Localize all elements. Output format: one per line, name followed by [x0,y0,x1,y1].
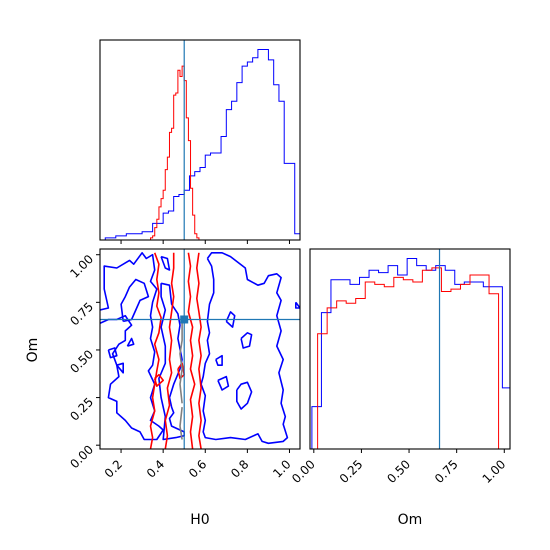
om-histogram-steps [311,258,511,450]
contour-series-0-level-10 [217,375,230,391]
contour-series-2-level-0 [179,319,183,404]
contour-series-0-level-13 [294,301,300,309]
om-y-tick-label: 0.00 [67,442,96,471]
contour-series-1-level-0 [149,252,162,449]
contour-series-0-level-6 [158,282,185,441]
contour-series-0-level-2 [126,337,135,347]
contour-frame [99,248,301,450]
contour-series-0-level-1 [120,278,150,323]
contour-truth-marker [180,315,189,324]
om-x-tick-label: 1.00 [480,457,509,486]
om-histogram-series-1 [311,267,505,450]
om-y-axis: 0.00 0.25 0.50 0.75 1.00 [67,252,100,471]
contour-series-1-level-2 [187,252,196,449]
h0-x-tick-label: 0.8 [228,457,251,480]
contour-series-0-level-8 [225,311,236,328]
h0-histogram-tick-marks [120,240,290,244]
om-x-tick-label: 0.00 [289,457,318,486]
om-y-tick-label: 0.75 [67,300,96,329]
h0-histogram-panel [99,39,301,244]
h0-axis-label: H0 [190,512,209,528]
contour-series-1-level-3 [196,252,202,449]
h0-histogram-frame [99,39,301,241]
contour-lines [100,252,300,449]
contour-series-0-level-4 [116,362,124,374]
om-y-tick-label: 0.25 [67,395,96,424]
contour-truth-markers [100,249,300,449]
om-x-tick-label: 0.25 [337,457,366,486]
om-bottom-axis-label: Om [398,512,423,528]
om-axis-label: Om [25,338,41,363]
contour-series-0-level-0 [100,252,164,441]
h0-x-tick-label: 0.4 [144,457,167,480]
contour-series-1-level-4 [153,373,164,387]
h0-x-axis: 0.2 0.4 0.6 0.8 1.0 [102,449,294,481]
h0-x-tick-label: 0.6 [186,457,209,480]
h0-histogram-series-0 [100,49,301,241]
contour-series-0-level-7 [200,252,289,445]
h0-histogram-steps [100,49,301,241]
contour-series-1-level-1 [164,252,175,449]
om-y-tick-label: 1.00 [67,252,96,281]
contour-series-0-level-12 [215,354,223,367]
om-histogram-frame [309,248,511,450]
om-x-axis: 0.00 0.25 0.50 0.75 1.00 [289,449,508,486]
contour-series-0-level-3 [107,347,118,359]
h0-om-contour-panel: 0.2 0.4 0.6 0.8 1.0 0.000.250.500.751.00 H0 … [25,248,301,528]
om-x-tick-label: 0.75 [432,457,461,486]
om-x-tick-label: 0.50 [384,457,413,486]
om-y-tick-label: 0.50 [67,347,96,376]
contour-series-0-level-5 [160,255,171,271]
om-histogram-series-0 [311,258,511,449]
contour-series-0-level-9 [236,381,253,410]
h0-histogram-series-1 [150,65,200,240]
h0-x-tick-label: 0.2 [102,457,125,480]
contour-series-0-level-11 [240,331,253,349]
om-histogram-panel: 0.00 0.25 0.50 0.75 1.00 Om [289,248,511,528]
contour-series-2-level-1 [179,407,183,440]
